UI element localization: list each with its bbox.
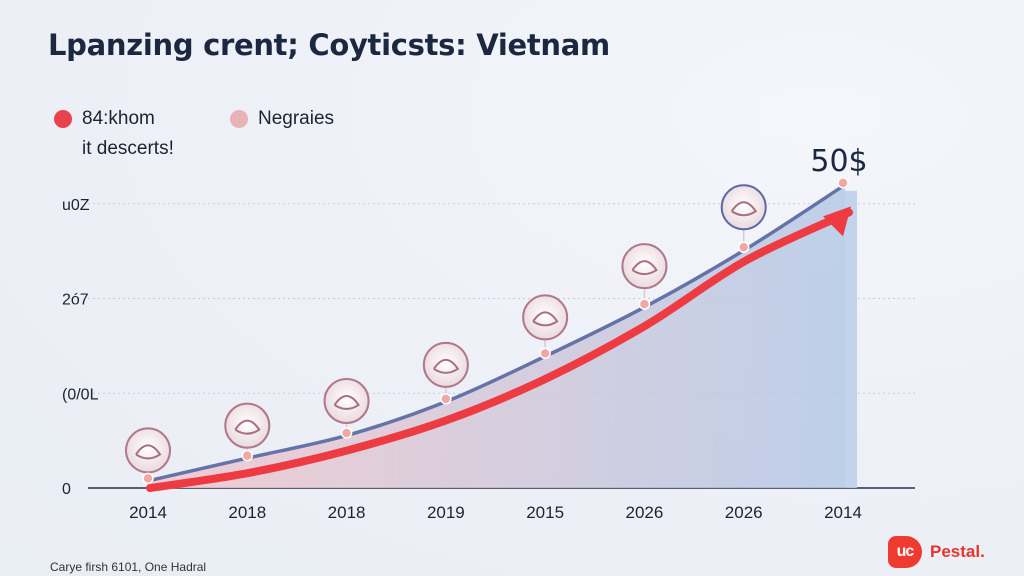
x-tick-label: 2018: [228, 503, 266, 522]
chart-title: Lpanzing crent; Coyticsts: Vietnam: [48, 28, 610, 62]
data-marker: [422, 341, 469, 405]
data-marker: [522, 294, 569, 360]
y-tick-label: 2ó7: [62, 292, 89, 309]
series-lines: [146, 183, 853, 492]
marker-icon: [433, 358, 460, 374]
x-axis-ticks: 2014 2018 2018 2019 2015 2026 2026 2014: [129, 503, 862, 522]
x-tick-label: 2014: [129, 503, 167, 522]
marker-medallion: [522, 294, 569, 341]
marker-dot: [440, 393, 452, 405]
data-marker: [837, 177, 849, 189]
peak-value-label: 50$: [810, 144, 867, 179]
x-tick-label: 2015: [526, 503, 564, 522]
legend-sublabel-1: it descerts!: [82, 138, 174, 159]
x-tick-label: 2026: [626, 503, 664, 522]
end-bar: [845, 190, 857, 488]
marker-icon: [234, 419, 261, 435]
marker-icon: [532, 311, 559, 327]
marker-dot: [340, 427, 353, 439]
marker-medallion: [323, 377, 370, 424]
marker-icon: [730, 201, 758, 217]
source-note: Carye firsh 6101, One Hadral: [50, 560, 207, 574]
y-tick-label: (0/0L: [62, 386, 99, 403]
data-marker: [621, 243, 668, 310]
data-marker: [224, 402, 271, 462]
marker-dot: [142, 472, 154, 485]
marker-medallion: [224, 402, 271, 449]
brand-mark: uc: [888, 536, 922, 568]
marker-dot: [539, 347, 551, 360]
legend-swatch-1: [54, 110, 72, 128]
marker-medallion: [720, 184, 767, 231]
data-markers: [125, 177, 849, 485]
x-tick-label: 2014: [824, 503, 862, 522]
legend-label-2: Negraies: [258, 108, 335, 129]
y-axis-ticks: 0 (0/0L 2ó7 u0Z: [62, 197, 99, 498]
series-line-1: [148, 183, 847, 483]
y-tick-label: u0Z: [62, 197, 90, 214]
marker-dot: [837, 177, 849, 189]
legend-swatch-2: [230, 110, 248, 128]
marker-dot: [638, 298, 651, 310]
arrow-head: [823, 206, 851, 237]
area-shape: [150, 184, 845, 488]
marker-medallion: [422, 341, 469, 388]
data-marker: [323, 377, 370, 439]
marker-medallion: [125, 427, 171, 474]
x-tick-label: 2018: [328, 503, 366, 522]
marker-icon: [631, 260, 658, 276]
series-line-2: [146, 208, 853, 492]
marker-dot: [241, 449, 254, 462]
y-tick-label: 0: [62, 481, 71, 498]
area-fill: [150, 184, 857, 488]
legend-label-1: 84:khom: [82, 108, 155, 129]
x-tick-label: 2019: [427, 503, 465, 522]
marker-icon: [333, 394, 360, 410]
x-tick-label: 2026: [725, 503, 763, 522]
data-marker: [720, 184, 767, 254]
marker-medallion: [621, 243, 668, 290]
data-marker: [125, 427, 171, 485]
marker-dot: [737, 241, 750, 254]
marker-icon: [135, 444, 162, 460]
brand-name: Pestal.: [930, 542, 985, 561]
